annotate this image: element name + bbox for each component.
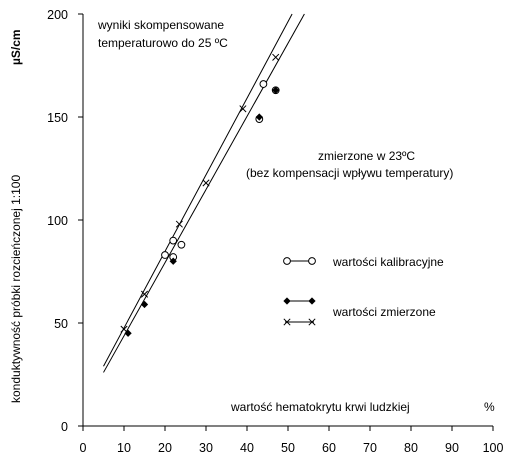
x-tick-label: 90: [445, 441, 459, 455]
y-tick-label: 50: [54, 317, 68, 331]
legend-calibration-label: wartości kalibracyjne: [332, 255, 444, 269]
y-axis-label: konduktywność próbki rozcieńczonej 1:100: [9, 175, 23, 403]
x-axis-label: wartość hematokrytu krwi ludzkiej: [230, 400, 410, 414]
y-axis-unit: µS/cm: [9, 29, 23, 65]
x-axis-unit: %: [484, 400, 495, 414]
y-tick-label: 200: [47, 8, 68, 22]
legend-marker: [308, 257, 316, 265]
x-tick-label: 40: [240, 441, 254, 455]
data-point-x: [120, 325, 128, 333]
annotation-compensated-line2: temperaturowo do 25 ºC: [98, 36, 228, 50]
data-point-x: [140, 290, 149, 298]
legend-marker: [283, 257, 291, 265]
data-point-x: [239, 105, 247, 113]
x-tick-label: 20: [158, 441, 172, 455]
x-tick-label: 50: [281, 441, 295, 455]
x-tick-label: 0: [80, 441, 87, 455]
legend-measured-symbol: [283, 297, 316, 305]
y-tick-label: 100: [47, 214, 68, 228]
data-points: [120, 53, 280, 337]
data-point-x: [202, 179, 210, 187]
x-tick-label: 10: [117, 441, 131, 455]
x-tick-label: 80: [404, 441, 418, 455]
data-point-diamond: [255, 113, 263, 121]
annotation-compensated-line1: wyniki skompensowane: [97, 18, 224, 32]
data-point-x: [175, 220, 183, 228]
legend: [283, 257, 316, 326]
annotation-measured-line2: (bez kompensacji wpływu temperatury): [246, 166, 453, 180]
fit-line: [103, 13, 293, 367]
data-point-x: [272, 53, 280, 61]
annotation-measured-line1: zmierzone w 23ºC: [318, 149, 415, 163]
legend-calibration-symbol: [283, 257, 316, 265]
tick-labels: 0 10 20 30 40 50 60 70 80 90 100 0 50 100 150 200: [47, 8, 503, 455]
x-tick-label: 100: [483, 441, 504, 455]
data-point-circle: [259, 80, 268, 88]
legend-marker: [283, 318, 291, 326]
x-tick-label: 70: [363, 441, 377, 455]
fit-line: [103, 13, 305, 373]
legend-marker: [283, 297, 291, 305]
y-tick-label: 150: [47, 111, 68, 125]
data-point-circle: [169, 236, 178, 245]
data-point-diamond: [169, 257, 177, 265]
x-tick-label: 30: [199, 441, 213, 455]
axes: [78, 13, 494, 431]
legend-measured-label: wartości zmierzone: [332, 305, 436, 319]
legend-marker: [308, 297, 316, 305]
y-tick-label: 0: [61, 420, 68, 434]
legend-measured-x-symbol: [283, 318, 316, 326]
data-point-circle: [161, 251, 169, 259]
fit-lines: [103, 13, 305, 373]
x-tick-label: 60: [322, 441, 336, 455]
legend-marker: [308, 318, 316, 326]
data-point-diamond: [140, 300, 149, 309]
data-point-circle: [177, 240, 186, 249]
data-point-diamond: [272, 86, 280, 94]
